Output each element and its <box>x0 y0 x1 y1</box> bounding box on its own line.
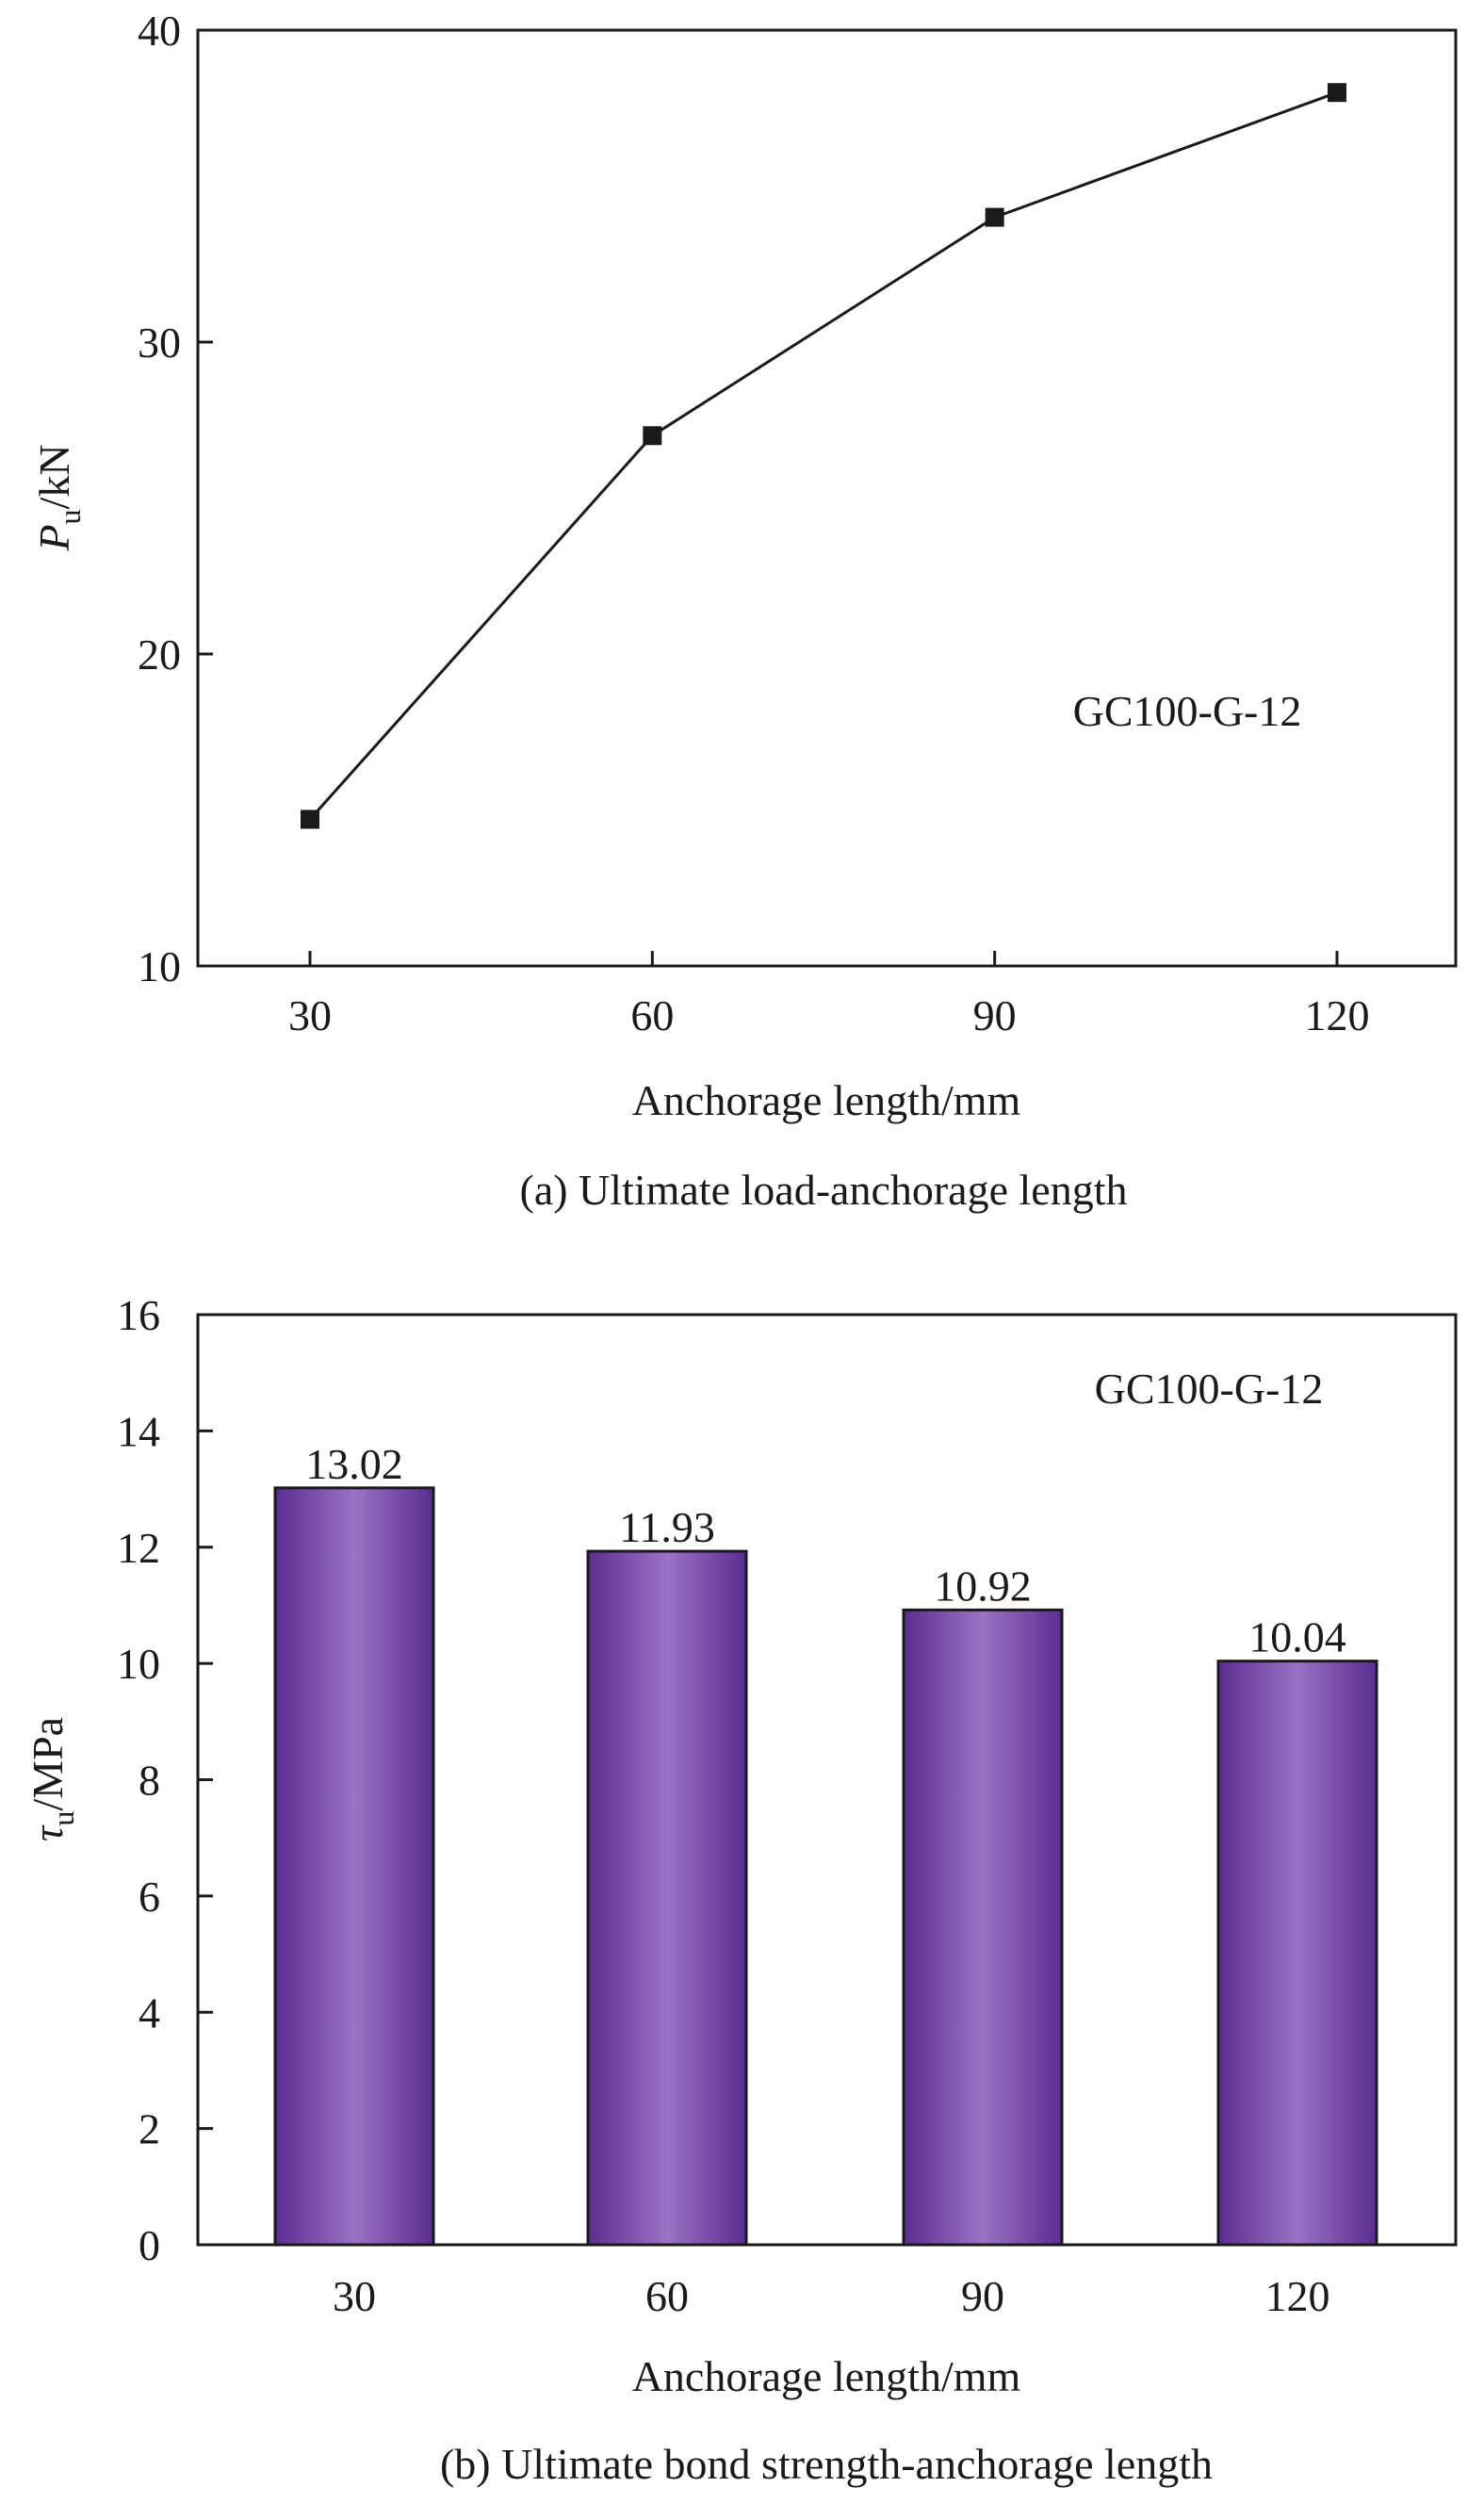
bar <box>586 1549 748 2247</box>
data-point-marker <box>643 426 662 446</box>
bar-data-labels: 13.02 11.93 10.92 10.04 <box>305 1440 1346 1661</box>
y-tick-label: 8 <box>139 1757 160 1805</box>
y-tick-label: 30 <box>138 319 181 367</box>
y-tick-label: 10 <box>117 1640 160 1688</box>
y-axis-title-a: Pu/kN <box>30 444 87 551</box>
x-tick-label: 90 <box>961 2272 1004 2320</box>
y-axis-title-unit: /MPa <box>24 1717 72 1811</box>
data-point-marker <box>301 810 319 829</box>
y-axis-title-symbol: P <box>30 524 78 551</box>
y-tick-label: 16 <box>117 1291 160 1339</box>
x-tick-label: 30 <box>333 2272 376 2320</box>
y-axis-title-symbol: τ <box>24 1824 72 1841</box>
caption-a: (a) Ultimate load-anchorage length <box>520 1166 1128 1214</box>
y-tick-label: 6 <box>139 1873 160 1921</box>
x-tick-label: 60 <box>645 2272 689 2320</box>
x-tick-label: 90 <box>973 991 1017 1039</box>
series-markers <box>301 83 1346 829</box>
x-axis-title-b: Anchorage length/mm <box>632 2352 1021 2400</box>
x-axis-b: 30 60 90 120 <box>333 2230 1330 2320</box>
y-axis-title-unit: /kN <box>30 444 78 509</box>
y-axis-b: 0 2 4 6 8 10 12 14 16 <box>117 1291 213 2269</box>
y-tick-label: 14 <box>117 1407 160 1455</box>
bar-data-label: 13.02 <box>305 1440 403 1488</box>
y-tick-label: 0 <box>139 2221 160 2269</box>
y-tick-label: 4 <box>139 1988 160 2037</box>
y-axis-title-subscript: u <box>53 509 87 524</box>
x-tick-label: 120 <box>1265 2272 1330 2320</box>
y-tick-label: 10 <box>138 942 181 990</box>
x-axis-a: 30 60 90 120 <box>288 951 1370 1039</box>
x-tick-label: 60 <box>630 991 674 1039</box>
x-tick-label: 30 <box>288 991 332 1039</box>
specimen-annotation-a: GC100-G-12 <box>1073 687 1302 735</box>
bar <box>1216 1660 1378 2247</box>
bar <box>273 1486 435 2247</box>
y-tick-label: 40 <box>138 7 181 55</box>
bar-data-label: 10.04 <box>1248 1613 1346 1661</box>
line-chart-ultimate-load: 10 20 30 40 30 60 90 120 Pu/kN Anchorage lengt… <box>30 7 1458 1214</box>
y-tick-label: 12 <box>117 1524 160 1572</box>
x-axis-title-a: Anchorage length/mm <box>632 1076 1021 1124</box>
y-axis-title-b: τu/MPa <box>24 1717 80 1841</box>
bar-data-label: 10.92 <box>934 1562 1032 1610</box>
y-tick-label: 2 <box>139 2105 160 2153</box>
bar-data-label: 11.93 <box>619 1503 715 1551</box>
data-point-marker <box>985 207 1004 227</box>
x-tick-label: 120 <box>1305 991 1370 1039</box>
plot-frame-a <box>196 28 1458 968</box>
bars <box>273 1486 1378 2247</box>
bar <box>902 1608 1064 2247</box>
data-point-marker <box>1328 83 1346 103</box>
y-axis-a: 10 20 30 40 <box>138 7 213 990</box>
caption-b: (b) Ultimate bond strength-anchorage len… <box>440 2440 1213 2488</box>
y-tick-label: 20 <box>138 630 181 679</box>
specimen-annotation-b: GC100-G-12 <box>1095 1365 1324 1413</box>
series-line <box>308 90 1338 821</box>
y-axis-title-subscript: u <box>46 1811 80 1826</box>
